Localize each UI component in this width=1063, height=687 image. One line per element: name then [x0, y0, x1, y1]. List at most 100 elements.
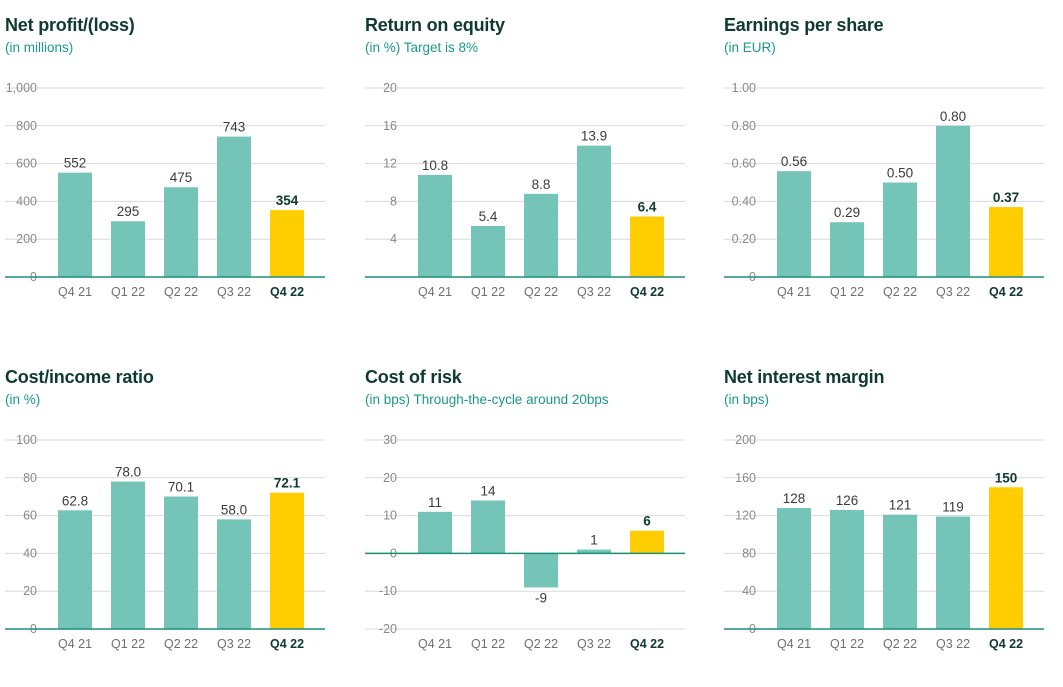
bar	[217, 136, 251, 277]
y-tick-label: 20	[23, 584, 37, 598]
chart-cost-of-risk: Cost of risk (in bps) Through-the-cycle …	[365, 367, 705, 687]
bar	[111, 481, 145, 629]
x-tick-label: Q4 22	[630, 637, 664, 651]
chart-net-profit: Net profit/(loss) (in millions) 0 200 400 6…	[5, 15, 345, 335]
y-tick-label: 200	[16, 232, 37, 246]
y-tick-label: 20	[383, 81, 397, 95]
y-tick-label: 0.80	[732, 119, 756, 133]
y-tick-label: 120	[735, 509, 756, 523]
bar	[936, 125, 970, 277]
bar	[270, 210, 304, 277]
bar	[989, 207, 1023, 277]
y-tick-label: 600	[16, 157, 37, 171]
y-tick-label: 16	[383, 119, 397, 133]
x-tick-label: Q3 22	[936, 637, 970, 651]
x-tick-label: Q1 22	[111, 285, 145, 299]
data-label: 743	[223, 120, 246, 135]
bar	[883, 182, 917, 277]
x-tick-label: Q3 22	[577, 637, 611, 651]
y-tick-label: 1,000	[6, 81, 37, 95]
y-tick-label: -10	[379, 584, 397, 598]
chart-earnings-per-share: Earnings per share (in EUR) 0 0.20 0.40 0.6…	[724, 15, 1063, 335]
y-tick-label: 40	[23, 546, 37, 560]
data-label: 8.8	[532, 177, 551, 192]
chart-title: Cost of risk	[365, 367, 462, 387]
bar	[524, 553, 558, 588]
x-tick-label: Q2 22	[164, 637, 198, 651]
data-label: 1	[590, 533, 598, 548]
x-tick-label: Q3 22	[577, 285, 611, 299]
bar	[418, 511, 452, 554]
y-tick-label: -20	[379, 622, 397, 636]
chart-title: Net profit/(loss)	[5, 15, 135, 35]
data-label: 0.37	[993, 190, 1019, 205]
y-tick-label: 1.00	[732, 81, 756, 95]
data-label: 126	[836, 493, 859, 508]
x-tick-label: Q4 22	[630, 285, 664, 299]
y-tick-label: 80	[23, 471, 37, 485]
data-label: 0.50	[887, 166, 913, 181]
data-label: 62.8	[62, 493, 88, 508]
bar	[471, 500, 505, 554]
data-label: -9	[535, 590, 547, 605]
bar	[883, 514, 917, 629]
data-label: 14	[480, 483, 496, 498]
x-tick-label: Q2 22	[883, 285, 917, 299]
chart-subtitle: (in %) Target is 8%	[365, 40, 479, 55]
x-tick-label: Q1 22	[830, 285, 864, 299]
x-tick-label: Q1 22	[471, 637, 505, 651]
x-tick-label: Q4 21	[58, 285, 92, 299]
data-label: 5.4	[479, 209, 498, 224]
chart-title: Cost/income ratio	[5, 367, 154, 387]
bar	[630, 216, 664, 277]
bar	[524, 193, 558, 277]
data-label: 6	[643, 514, 651, 529]
data-label: 128	[783, 491, 806, 506]
bar	[58, 510, 92, 629]
data-label: 475	[170, 170, 193, 185]
y-tick-label: 8	[390, 194, 397, 208]
data-label: 0.56	[781, 154, 807, 169]
y-tick-label: 0.40	[732, 194, 756, 208]
data-label: 295	[117, 204, 140, 219]
data-label: 6.4	[638, 200, 657, 215]
chart-return-on-equity: Return on equity (in %) Target is 8% 4 8 1…	[365, 15, 705, 335]
chart-net-interest-margin: Net interest margin (in bps) 0 40 80 120 160…	[724, 367, 1063, 687]
data-label: 0.80	[940, 109, 966, 124]
y-tick-label: 0.60	[732, 157, 756, 171]
data-label: 70.1	[168, 480, 194, 495]
y-tick-label: 12	[383, 157, 397, 171]
chart-plot: 4 8 12 16 20 10.8 Q4 21 5.4 Q1 22 8.8 Q2 22 13.9 Q3 …	[365, 81, 685, 299]
bar	[577, 145, 611, 277]
chart-subtitle: (in bps)	[724, 392, 770, 407]
bar	[418, 174, 452, 277]
bar	[270, 492, 304, 629]
y-tick-label: 0.20	[732, 232, 756, 246]
y-tick-label: 100	[16, 433, 37, 447]
bar	[830, 222, 864, 277]
y-tick-label: 400	[16, 194, 37, 208]
data-label: 72.1	[274, 476, 301, 491]
x-tick-label: Q4 22	[270, 637, 304, 651]
x-tick-label: Q4 21	[418, 285, 452, 299]
data-label: 58.0	[221, 502, 247, 517]
y-tick-label: 80	[742, 546, 756, 560]
x-tick-label: Q2 22	[164, 285, 198, 299]
chart-title: Net interest margin	[724, 367, 885, 387]
data-label: 0.29	[834, 205, 860, 220]
data-label: 78.0	[115, 465, 141, 480]
x-tick-label: Q2 22	[524, 285, 558, 299]
data-label: 10.8	[422, 158, 448, 173]
x-tick-label: Q1 22	[471, 285, 505, 299]
y-tick-label: 10	[383, 509, 397, 523]
chart-subtitle: (in millions)	[5, 40, 74, 55]
y-tick-label: 60	[23, 509, 37, 523]
x-tick-label: Q4 21	[777, 285, 811, 299]
chart-cost-income-ratio: Cost/income ratio (in %) 0 20 40 60 80 100 62.…	[5, 367, 345, 687]
bar	[111, 221, 145, 277]
bar	[577, 549, 611, 554]
